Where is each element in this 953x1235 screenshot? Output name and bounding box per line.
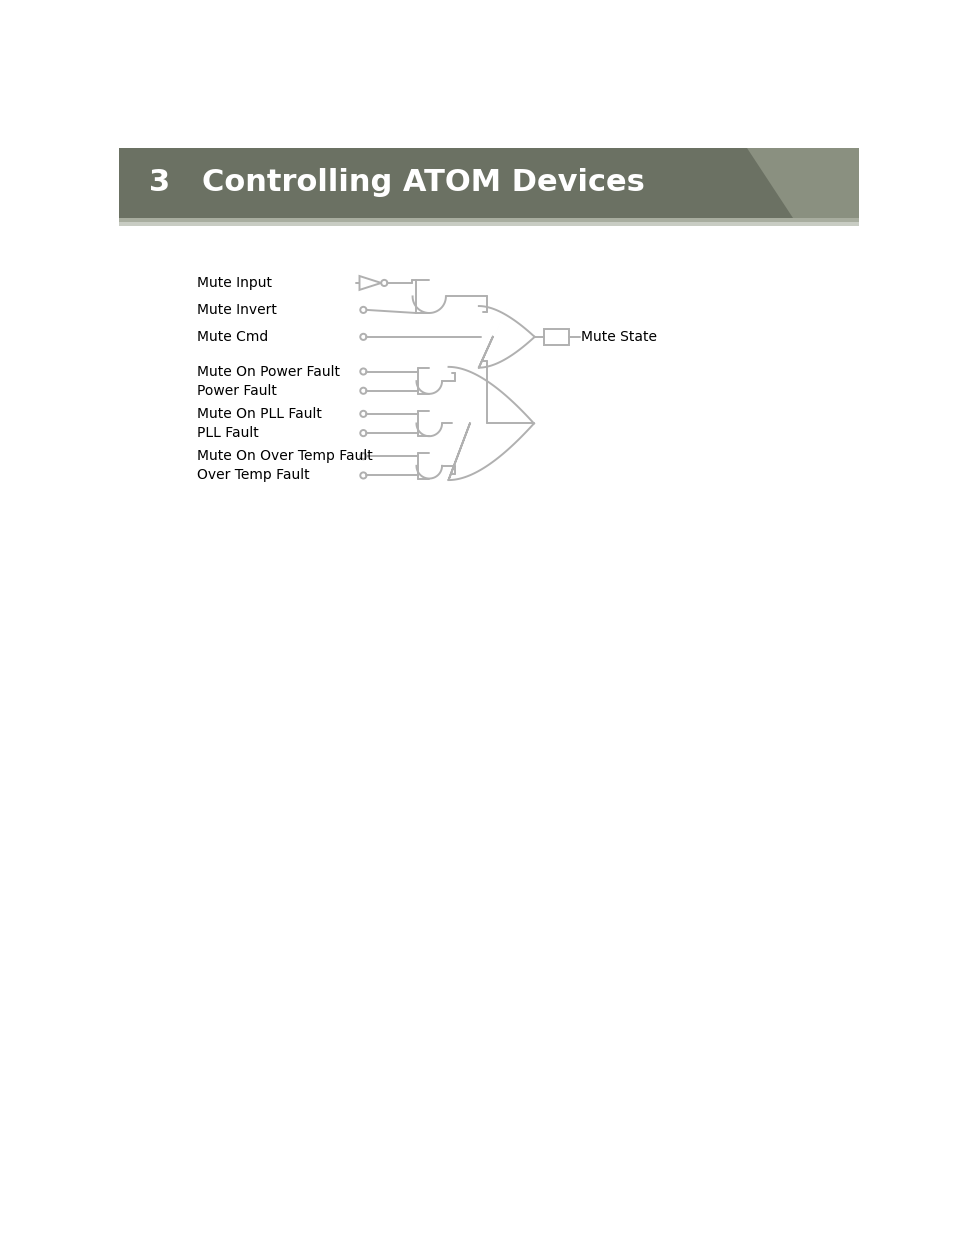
Text: 3   Controlling ATOM Devices: 3 Controlling ATOM Devices	[149, 168, 644, 198]
Text: Power Fault: Power Fault	[196, 384, 276, 398]
Bar	[119, 222, 858, 226]
Bar	[119, 148, 858, 217]
Text: Mute On PLL Fault: Mute On PLL Fault	[196, 406, 321, 421]
Bar	[119, 217, 858, 222]
Text: Over Temp Fault: Over Temp Fault	[196, 468, 309, 483]
Text: Mute Input: Mute Input	[196, 275, 272, 290]
Text: Mute On Power Fault: Mute On Power Fault	[196, 364, 339, 378]
Text: Mute Invert: Mute Invert	[196, 303, 276, 317]
Bar	[543, 330, 568, 345]
Text: PLL Fault: PLL Fault	[196, 426, 258, 440]
Text: Mute State: Mute State	[580, 330, 657, 343]
Polygon shape	[746, 148, 858, 217]
Text: Mute Cmd: Mute Cmd	[196, 330, 268, 343]
Text: Mute On Over Temp Fault: Mute On Over Temp Fault	[196, 450, 372, 463]
